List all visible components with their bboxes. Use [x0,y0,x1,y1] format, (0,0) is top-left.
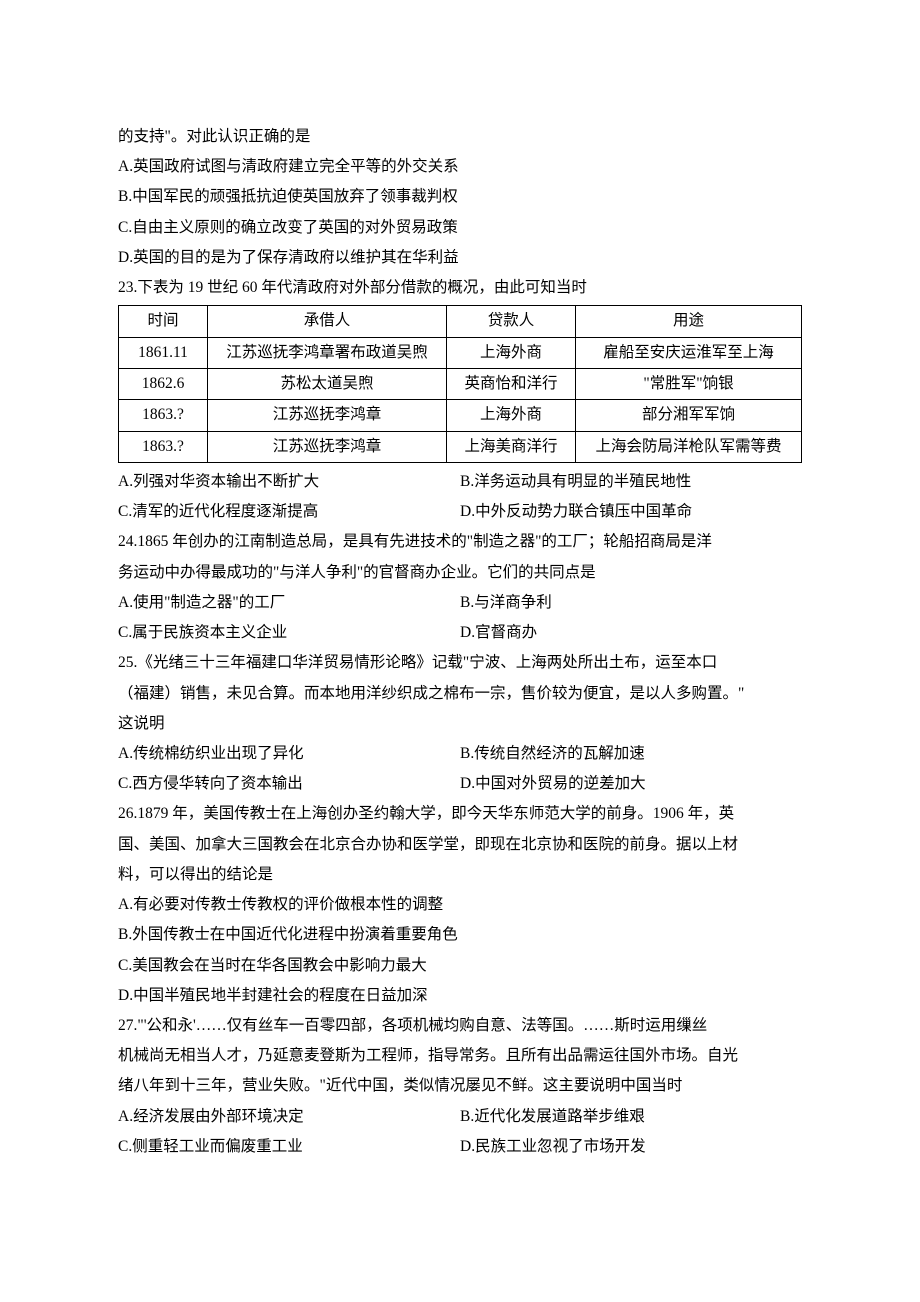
table-row: 1863.? 江苏巡抚李鸿章 上海外商 部分湘军军饷 [119,400,802,431]
cell: 上海会防局洋枪队军需等费 [576,431,802,462]
q22-stem-tail: 的支持"。对此认识正确的是 [118,122,802,152]
table-row: 1862.6 苏松太道吴煦 英商怡和洋行 "常胜军"饷银 [119,369,802,400]
table-row: 1863.? 江苏巡抚李鸿章 上海美商洋行 上海会防局洋枪队军需等费 [119,431,802,462]
q23-option-a: A.列强对华资本输出不断扩大 [118,467,460,497]
q25-options-row-1: A.传统棉纺织业出现了异化 B.传统自然经济的瓦解加速 [118,739,802,769]
q27-option-b: B.近代化发展道路举步维艰 [460,1102,802,1132]
q26-option-b: B.外国传教士在中国近代化进程中扮演着重要角色 [118,920,802,950]
q27-option-c: C.侧重轻工业而偏废重工业 [118,1132,460,1162]
q25-stem-2: （福建）销售，未见合算。而本地用洋纱织成之棉布一宗，售价较为便宜，是以人多购置。… [118,679,802,709]
cell: 江苏巡抚李鸿章署布政道吴煦 [208,337,447,368]
q25-option-b: B.传统自然经济的瓦解加速 [460,739,802,769]
cell: "常胜军"饷银 [576,369,802,400]
q27-options-row-1: A.经济发展由外部环境决定 B.近代化发展道路举步维艰 [118,1102,802,1132]
cell: 1861.11 [119,337,208,368]
q24-option-d: D.官督商办 [460,618,802,648]
cell: 苏松太道吴煦 [208,369,447,400]
q27-option-d: D.民族工业忽视了市场开发 [460,1132,802,1162]
table-header-row: 时间 承借人 贷款人 用途 [119,306,802,337]
cell: 江苏巡抚李鸿章 [208,431,447,462]
th-use: 用途 [576,306,802,337]
q23-options-row-2: C.清军的近代化程度逐渐提高 D.中外反动势力联合镇压中国革命 [118,497,802,527]
q27-stem-3: 绪八年到十三年，营业失败。"近代中国，类似情况屡见不鲜。这主要说明中国当时 [118,1071,802,1101]
q24-option-b: B.与洋商争利 [460,588,802,618]
q27-option-a: A.经济发展由外部环境决定 [118,1102,460,1132]
cell: 部分湘军军饷 [576,400,802,431]
q24-options-row-1: A.使用"制造之器"的工厂 B.与洋商争利 [118,588,802,618]
q27-stem-2: 机械尚无相当人才，乃延意麦登斯为工程师，指导常务。且所有出品需运往国外市场。自光 [118,1041,802,1071]
q23-option-c: C.清军的近代化程度逐渐提高 [118,497,460,527]
q24-option-c: C.属于民族资本主义企业 [118,618,460,648]
q26-stem-1: 26.1879 年，美国传教士在上海创办圣约翰大学，即今天华东师范大学的前身。1… [118,799,802,829]
q25-stem-3: 这说明 [118,709,802,739]
q24-options-row-2: C.属于民族资本主义企业 D.官督商办 [118,618,802,648]
q25-option-d: D.中国对外贸易的逆差加大 [460,769,802,799]
th-time: 时间 [119,306,208,337]
q23-options-row-1: A.列强对华资本输出不断扩大 B.洋务运动具有明显的半殖民地性 [118,467,802,497]
q22-option-d: D.英国的目的是为了保存清政府以维护其在华利益 [118,243,802,273]
q25-options-row-2: C.西方侵华转向了资本输出 D.中国对外贸易的逆差加大 [118,769,802,799]
q22-option-a: A.英国政府试图与清政府建立完全平等的外交关系 [118,152,802,182]
q26-option-d: D.中国半殖民地半封建社会的程度在日益加深 [118,981,802,1011]
q25-option-c: C.西方侵华转向了资本输出 [118,769,460,799]
q27-options-row-2: C.侧重轻工业而偏废重工业 D.民族工业忽视了市场开发 [118,1132,802,1162]
document-page: 的支持"。对此认识正确的是 A.英国政府试图与清政府建立完全平等的外交关系 B.… [0,0,920,1302]
cell: 上海美商洋行 [447,431,576,462]
cell: 1863.? [119,431,208,462]
cell: 江苏巡抚李鸿章 [208,400,447,431]
cell: 1862.6 [119,369,208,400]
q22-option-c: C.自由主义原则的确立改变了英国的对外贸易政策 [118,213,802,243]
q26-option-a: A.有必要对传教士传教权的评价做根本性的调整 [118,890,802,920]
cell: 上海外商 [447,337,576,368]
q25-option-a: A.传统棉纺织业出现了异化 [118,739,460,769]
q26-stem-2: 国、美国、加拿大三国教会在北京合办协和医学堂，即现在北京协和医院的前身。据以上材 [118,830,802,860]
cell: 雇船至安庆运淮军至上海 [576,337,802,368]
q23-table: 时间 承借人 贷款人 用途 1861.11 江苏巡抚李鸿章署布政道吴煦 上海外商… [118,305,802,463]
q24-stem-1: 24.1865 年创办的江南制造总局，是具有先进技术的"制造之器"的工厂；轮船招… [118,527,802,557]
q22-option-b: B.中国军民的顽强抵抗迫使英国放弃了领事裁判权 [118,182,802,212]
q26-stem-3: 料，可以得出的结论是 [118,860,802,890]
table-row: 1861.11 江苏巡抚李鸿章署布政道吴煦 上海外商 雇船至安庆运淮军至上海 [119,337,802,368]
cell: 英商怡和洋行 [447,369,576,400]
th-lender: 贷款人 [447,306,576,337]
q27-stem-1: 27."'公和永'……仅有丝车一百零四部，各项机械均购自意、法等国。……斯时运用… [118,1011,802,1041]
q26-option-c: C.美国教会在当时在华各国教会中影响力最大 [118,951,802,981]
cell: 上海外商 [447,400,576,431]
q23-option-b: B.洋务运动具有明显的半殖民地性 [460,467,802,497]
q24-stem-2: 务运动中办得最成功的"与洋人争利"的官督商办企业。它们的共同点是 [118,558,802,588]
q23-stem: 23.下表为 19 世纪 60 年代清政府对外部分借款的概况，由此可知当时 [118,273,802,303]
q23-option-d: D.中外反动势力联合镇压中国革命 [460,497,802,527]
q24-option-a: A.使用"制造之器"的工厂 [118,588,460,618]
cell: 1863.? [119,400,208,431]
q25-stem-1: 25.《光绪三十三年福建口华洋贸易情形论略》记载"宁波、上海两处所出土布，运至本… [118,648,802,678]
th-borrower: 承借人 [208,306,447,337]
